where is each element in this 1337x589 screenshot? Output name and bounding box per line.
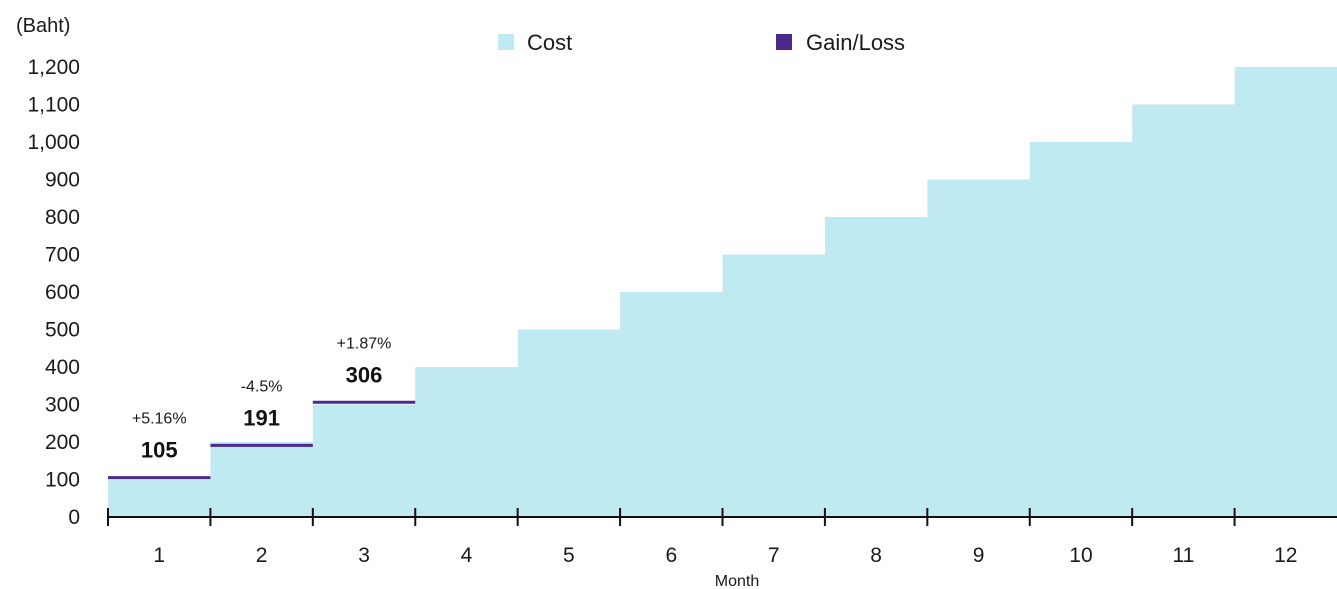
y-tick-label: 400 bbox=[45, 356, 80, 379]
annotation-change-3: +1.87% bbox=[337, 335, 392, 352]
legend: Cost Gain/Loss bbox=[498, 30, 905, 55]
cost-step-10 bbox=[1029, 142, 1133, 517]
annotation-value-3: 306 bbox=[346, 362, 383, 387]
annotation-value-2: 191 bbox=[243, 405, 280, 430]
annotation-change-2: -4.5% bbox=[241, 378, 283, 395]
cost-step-9 bbox=[927, 179, 1031, 517]
y-unit-label: (Baht) bbox=[16, 15, 70, 37]
y-tick-label: 1,200 bbox=[27, 56, 80, 79]
x-tick-label: 1 bbox=[153, 544, 165, 567]
cost-step-11 bbox=[1132, 104, 1236, 517]
x-axis-title: Month bbox=[715, 573, 759, 589]
cost-area-layer bbox=[108, 67, 1337, 517]
x-tick-label: 4 bbox=[461, 544, 473, 567]
y-tick-labels: 0 100 200 300 400 500 600 700 800 900 1,000 1,100 1,… bbox=[27, 56, 80, 529]
y-tick-label: 800 bbox=[45, 206, 80, 229]
cost-step-8 bbox=[824, 217, 928, 517]
x-tick-label: 9 bbox=[973, 544, 985, 567]
x-tick-label: 11 bbox=[1172, 544, 1194, 567]
x-tick-label: 5 bbox=[563, 544, 575, 567]
y-tick-label: 1,100 bbox=[27, 94, 80, 117]
y-tick-label: 600 bbox=[45, 281, 80, 304]
y-tick-label: 500 bbox=[45, 319, 80, 342]
cost-step-3 bbox=[312, 404, 416, 517]
cost-step-6 bbox=[620, 292, 724, 517]
cost-step-5 bbox=[517, 329, 621, 517]
cost-step-4 bbox=[415, 367, 519, 517]
cost-step-7 bbox=[722, 254, 826, 517]
cost-step-2 bbox=[210, 442, 314, 517]
legend-label-gain-loss: Gain/Loss bbox=[806, 30, 905, 55]
y-tick-label: 0 bbox=[68, 506, 80, 529]
y-tick-label: 300 bbox=[45, 394, 80, 417]
y-tick-label: 200 bbox=[45, 431, 80, 454]
annotation-value-1: 105 bbox=[141, 438, 178, 463]
x-tick-label: 3 bbox=[358, 544, 370, 567]
x-tick-label: 10 bbox=[1069, 544, 1092, 567]
x-tick-label: 7 bbox=[768, 544, 780, 567]
annotation-change-1: +5.16% bbox=[132, 411, 187, 428]
x-tick-label: 6 bbox=[665, 544, 677, 567]
y-tick-label: 100 bbox=[45, 469, 80, 492]
legend-swatch-gain-loss bbox=[776, 34, 792, 50]
cost-step-1 bbox=[108, 479, 212, 517]
y-tick-label: 1,000 bbox=[27, 131, 80, 154]
x-tick-labels: 1 2 3 4 5 6 7 8 9 10 11 12 bbox=[153, 544, 1297, 567]
legend-swatch-cost bbox=[498, 34, 514, 50]
axes bbox=[107, 508, 1337, 526]
annotations: +5.16% 105 -4.5% 191 +1.87% 306 bbox=[132, 335, 392, 462]
x-tick-label: 2 bbox=[256, 544, 268, 567]
x-tick-label: 8 bbox=[870, 544, 882, 567]
cost-step-12 bbox=[1234, 67, 1337, 517]
y-tick-label: 700 bbox=[45, 244, 80, 267]
x-tick-label: 12 bbox=[1274, 544, 1297, 567]
gain-loss-line-layer bbox=[108, 400, 416, 480]
y-tick-label: 900 bbox=[45, 169, 80, 192]
legend-label-cost: Cost bbox=[527, 30, 572, 55]
